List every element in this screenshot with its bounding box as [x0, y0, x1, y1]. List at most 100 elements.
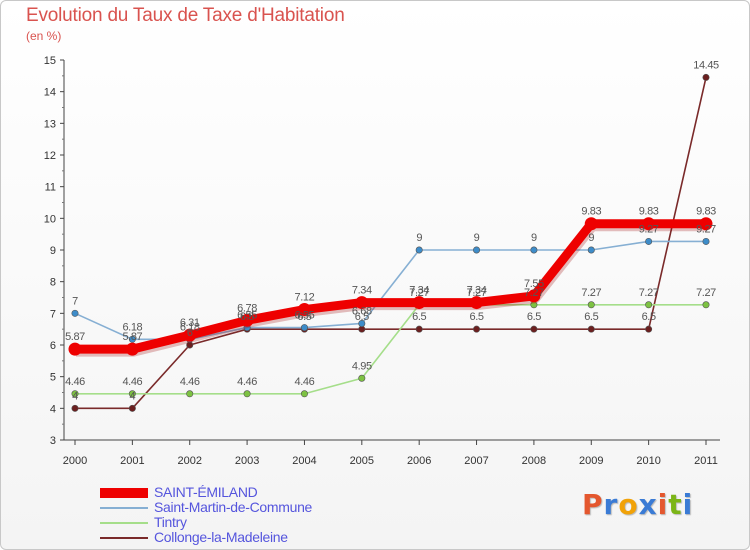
- data-point-collonge-la-madeleine: [702, 73, 710, 81]
- data-label-collonge-la-madeleine: 6.5: [584, 311, 598, 323]
- legend-item-saint-emiland[interactable]: SAINT-ÉMILAND: [100, 485, 312, 500]
- x-tick-label: 2010: [636, 455, 660, 467]
- data-point-saint-martin-de-commune: [530, 246, 538, 254]
- data-label-tintry: 7.27: [639, 287, 659, 299]
- data-point-saint-miland: [297, 303, 311, 317]
- logo-letter: i: [682, 488, 694, 521]
- data-label-collonge-la-madeleine: 4: [130, 390, 136, 402]
- x-tick-label: 2002: [177, 455, 201, 467]
- data-label-collonge-la-madeleine: 6.5: [240, 311, 254, 323]
- data-label-collonge-la-madeleine: 6.5: [297, 311, 311, 323]
- data-label-tintry: 4.46: [65, 376, 85, 388]
- legend-label-saint-martin: Saint-Martin-de-Commune: [154, 499, 313, 515]
- data-point-saint-martin-de-commune: [300, 324, 308, 332]
- y-tick-label: 4: [50, 403, 56, 415]
- legend-swatch-collonge: [100, 536, 148, 539]
- data-label-tintry: 4.46: [180, 376, 200, 388]
- data-point-tintry: [300, 390, 308, 398]
- y-tick-label: 8: [50, 277, 56, 289]
- data-point-saint-miland: [470, 296, 484, 310]
- logo-letter: P: [582, 488, 604, 521]
- x-tick-label: 2007: [464, 455, 488, 467]
- data-label-tintry: 7.27: [581, 287, 601, 299]
- data-label-collonge-la-madeleine: 6.5: [469, 311, 483, 323]
- data-label-saint-martin-de-commune: 9.27: [696, 223, 716, 235]
- data-point-collonge-la-madeleine: [645, 325, 653, 333]
- y-tick-label: 14: [44, 87, 56, 99]
- data-point-collonge-la-madeleine: [415, 325, 423, 333]
- data-point-saint-martin-de-commune: [645, 237, 653, 245]
- data-label-tintry: 7.27: [409, 287, 429, 299]
- data-label-saint-miland: 5.87: [122, 331, 142, 343]
- data-point-collonge-la-madeleine: [587, 325, 595, 333]
- data-point-saint-miland: [240, 313, 254, 327]
- data-point-tintry: [358, 374, 366, 382]
- data-label-tintry: 4.46: [122, 376, 142, 388]
- x-tick-label: 2001: [120, 455, 144, 467]
- data-label-saint-martin-de-commune: 6.68: [352, 305, 372, 317]
- data-point-tintry: [587, 301, 595, 309]
- data-point-saint-martin-de-commune: [358, 319, 366, 327]
- data-label-collonge-la-madeleine: 6.5: [642, 311, 656, 323]
- data-point-saint-miland: [699, 217, 713, 231]
- x-tick-label: 2011: [694, 455, 718, 467]
- chart-title: Evolution du Taux de Taxe d'Habitation: [26, 5, 345, 26]
- series-line-tintry: [75, 303, 706, 395]
- data-point-saint-martin-de-commune: [128, 335, 136, 343]
- x-tick-label: 2008: [522, 455, 546, 467]
- data-label-saint-martin-de-commune: 9: [416, 232, 422, 244]
- proxiti-logo: Proxiti: [582, 488, 693, 521]
- data-label-saint-martin-de-commune: 6.18: [122, 321, 142, 333]
- data-point-saint-martin-de-commune: [702, 237, 710, 245]
- data-label-saint-martin-de-commune: 7: [72, 295, 78, 307]
- legend-item-collonge[interactable]: Collonge-la-Madeleine: [100, 530, 312, 545]
- logo-letter: t: [668, 488, 683, 521]
- x-tick-label: 2003: [235, 455, 259, 467]
- y-tick-label: 5: [50, 372, 56, 384]
- data-point-tintry: [645, 301, 653, 309]
- y-tick-label: 3: [50, 435, 56, 447]
- data-point-saint-miland: [584, 217, 598, 231]
- data-label-saint-miland: 7.55: [524, 278, 544, 290]
- data-point-collonge-la-madeleine: [473, 325, 481, 333]
- data-point-saint-miland: [355, 296, 369, 310]
- legend-item-tintry[interactable]: Tintry: [100, 515, 312, 530]
- x-tick-label: 2000: [63, 455, 87, 467]
- data-label-saint-martin-de-commune: 9: [474, 232, 480, 244]
- y-tick-label: 7: [50, 308, 56, 320]
- data-label-saint-martin-de-commune: 9.27: [639, 223, 659, 235]
- data-label-tintry: 7.27: [696, 287, 716, 299]
- legend-item-saint-martin[interactable]: Saint-Martin-de-Commune: [100, 500, 312, 515]
- data-label-saint-martin-de-commune: 9: [531, 232, 537, 244]
- data-label-saint-miland: 7.34: [409, 285, 429, 297]
- legend-swatch-tintry: [100, 521, 148, 524]
- data-point-saint-miland: [412, 296, 426, 310]
- data-label-saint-miland: 7.34: [467, 285, 487, 297]
- chart-legend: SAINT-ÉMILAND Saint-Martin-de-Commune Ti…: [100, 485, 312, 545]
- x-tick-label: 2009: [579, 455, 603, 467]
- data-label-tintry: 4.46: [237, 376, 257, 388]
- data-label-collonge-la-madeleine: 6.5: [527, 311, 541, 323]
- y-tick-label: 13: [44, 118, 56, 130]
- data-label-tintry: 4.95: [352, 360, 372, 372]
- y-tick-label: 15: [44, 55, 56, 67]
- data-point-collonge-la-madeleine: [128, 404, 136, 412]
- data-point-saint-miland: [125, 342, 139, 356]
- data-point-saint-martin-de-commune: [71, 309, 79, 317]
- data-label-saint-miland: 6.31: [180, 317, 200, 329]
- data-point-tintry: [128, 390, 136, 398]
- logo-letter: o: [618, 488, 639, 521]
- x-tick-label: 2006: [407, 455, 431, 467]
- data-point-tintry: [186, 390, 194, 398]
- data-label-saint-miland: 6.78: [237, 302, 257, 314]
- data-label-collonge-la-madeleine: 6: [187, 327, 193, 339]
- data-label-saint-miland: 5.87: [65, 331, 85, 343]
- logo-letter: r: [603, 488, 619, 521]
- data-label-saint-miland: 9.83: [696, 206, 716, 218]
- y-tick-label: 10: [44, 213, 56, 225]
- data-point-tintry: [702, 301, 710, 309]
- series-shadow-saint-miland: [76, 220, 707, 357]
- data-label-saint-martin-de-commune: 6.55: [295, 310, 315, 322]
